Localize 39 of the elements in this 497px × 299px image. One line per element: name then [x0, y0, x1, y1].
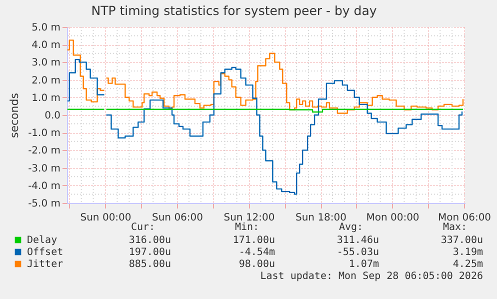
- text: 316.00u: [128, 235, 171, 246]
- y-tick-label: -4.0 m: [28, 180, 60, 192]
- text: Last update: Mon Sep 28 06:05:00 2026: [260, 271, 483, 282]
- legend-label: Offset: [27, 247, 64, 258]
- legend-label: Delay: [27, 235, 58, 246]
- text: 4.25m: [452, 259, 483, 270]
- text: Min:: [235, 222, 260, 233]
- y-axis-title: seconds: [8, 92, 22, 138]
- y-tick-label: 5.0 m: [32, 22, 60, 34]
- y-tick-label: 1.0 m: [32, 92, 60, 104]
- y-tick-label: 0.0: [44, 110, 60, 122]
- text: 885.00u: [128, 259, 171, 270]
- text: 311.46u: [336, 235, 379, 246]
- text: 197.00u: [128, 247, 171, 258]
- y-tick-label: -3.0 m: [28, 163, 60, 174]
- text: 171.00u: [232, 235, 275, 246]
- chart-title: NTP timing statistics for system peer - by day: [91, 3, 378, 18]
- y-tick-label: 2.0 m: [32, 75, 60, 86]
- text: 337.00u: [440, 235, 483, 246]
- x-tick-label: Sun 18:00: [295, 212, 347, 224]
- text: -4.54m: [238, 247, 275, 258]
- x-tick-label: Sun 12:00: [224, 212, 275, 224]
- text: Avg:: [339, 222, 364, 233]
- text: 3.19m: [452, 247, 483, 258]
- x-tick-label: Sun 06:00: [152, 212, 204, 224]
- text: Max:: [443, 222, 468, 233]
- text: Cur:: [131, 222, 156, 233]
- text: 1.07m: [348, 259, 379, 270]
- y-tick-label: -2.0 m: [28, 146, 60, 157]
- text: -55.03u: [336, 247, 379, 258]
- y-tick-label: 3.0 m: [32, 58, 60, 69]
- y-tick-label: -5.0 m: [28, 198, 60, 210]
- y-tick-label: -1.0 m: [28, 128, 60, 140]
- text: 98.00u: [238, 259, 275, 270]
- legend-label: Jitter: [27, 259, 64, 270]
- x-tick-label: Sun 00:00: [80, 212, 132, 224]
- x-tick-label: Mon 00:00: [366, 212, 420, 224]
- y-tick-label: 4.0 m: [32, 40, 60, 52]
- x-tick-label: Mon 06:00: [438, 212, 492, 224]
